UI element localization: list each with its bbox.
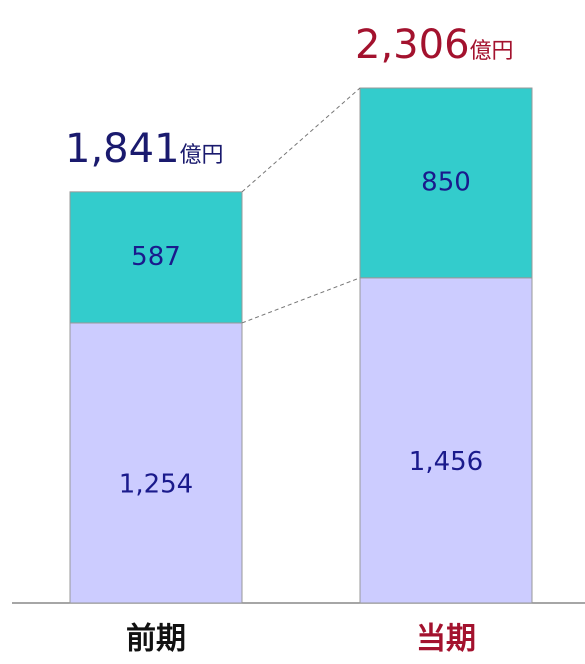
segment-label: 1,456	[409, 447, 483, 477]
connector	[241, 277, 361, 324]
segment-label: 1,254	[119, 469, 193, 499]
segment-label: 587	[131, 242, 181, 272]
bar-segment	[359, 277, 533, 604]
category-label: 前期	[126, 622, 186, 657]
bar-segment	[69, 191, 243, 324]
connector	[241, 87, 361, 193]
total-unit: 億円	[180, 143, 224, 168]
bar-segment	[69, 322, 243, 604]
total-value: 2,306	[355, 22, 470, 68]
segment-label: 850	[421, 167, 471, 197]
total-value: 1,841	[65, 126, 180, 172]
category-label: 当期	[416, 622, 476, 657]
total-unit: 億円	[470, 39, 514, 64]
total-label: 2,306億円	[355, 22, 514, 68]
bar-segment	[359, 87, 533, 279]
total-label: 1,841億円	[65, 126, 224, 172]
